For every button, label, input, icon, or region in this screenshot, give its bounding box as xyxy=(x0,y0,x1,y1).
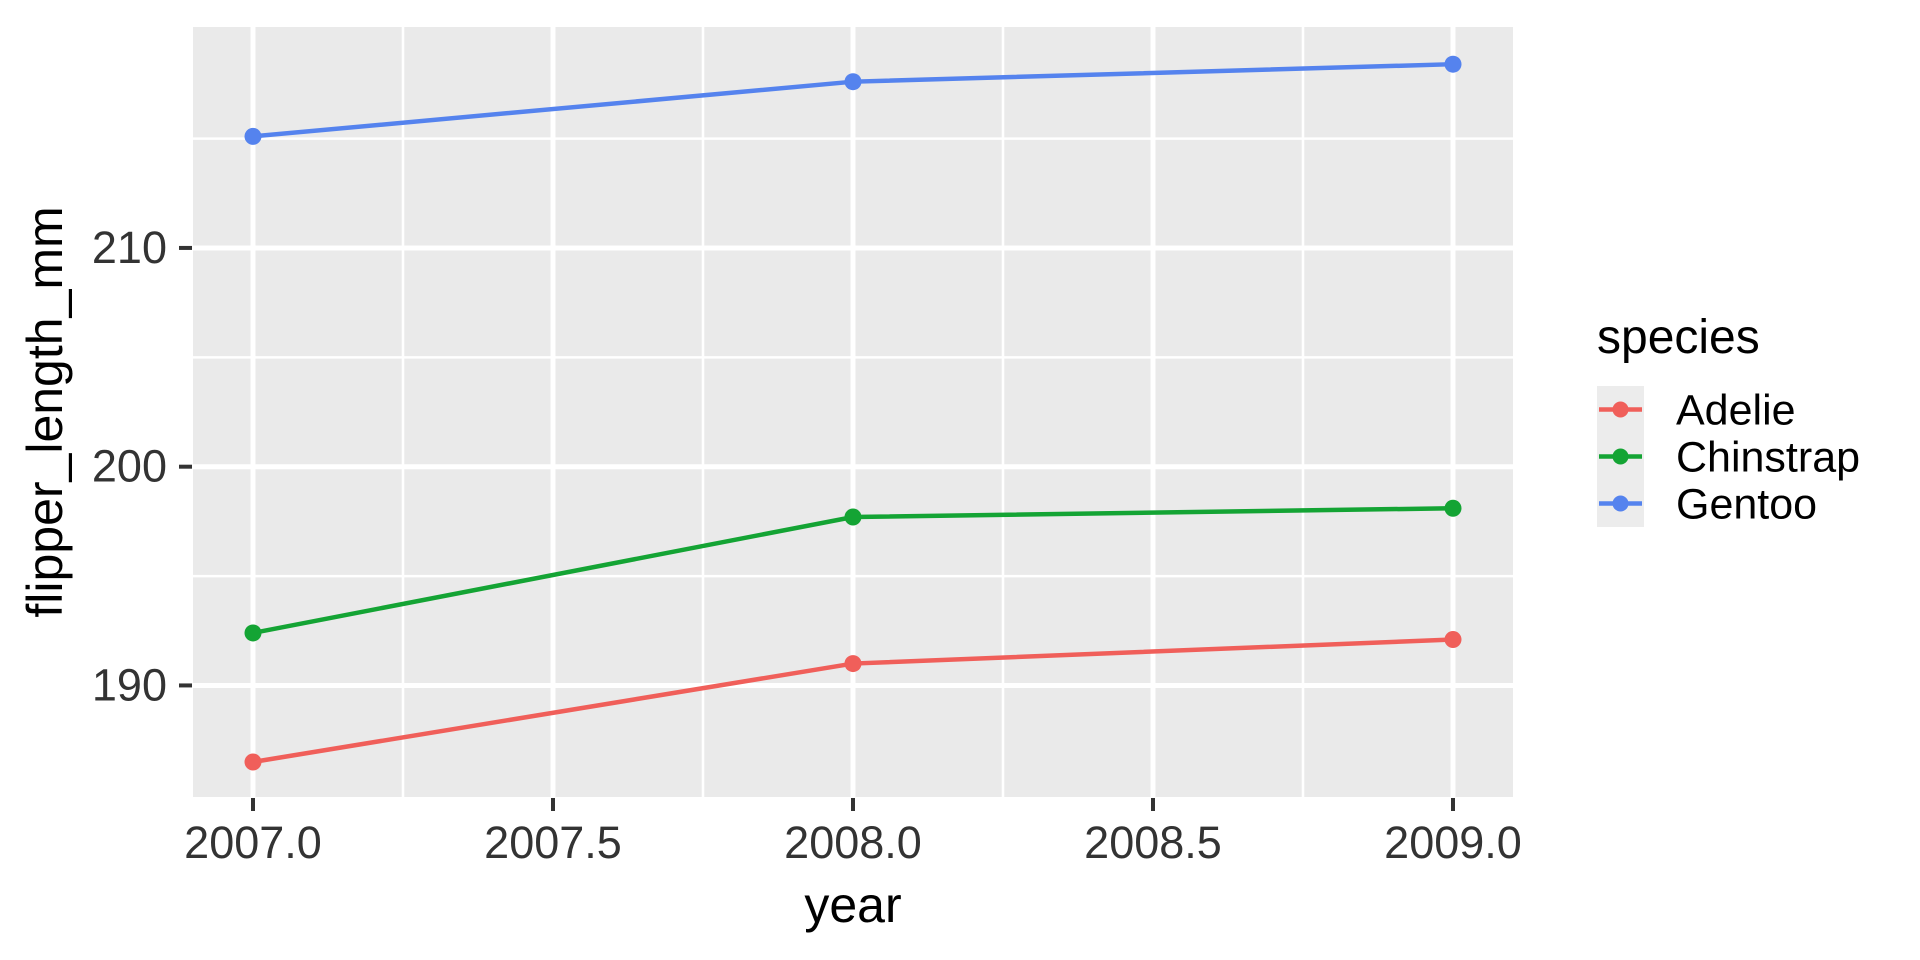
y-tick-label: 200 xyxy=(92,441,167,492)
data-point-adelie xyxy=(244,753,262,771)
legend-item-gentoo: Gentoo xyxy=(1597,480,1817,529)
data-point-adelie xyxy=(844,655,862,673)
legend-item-label: Chinstrap xyxy=(1676,434,1860,482)
x-tick-label: 2008.0 xyxy=(784,817,922,868)
legend-item-adelie: Adelie xyxy=(1597,386,1796,435)
y-tick-label: 210 xyxy=(92,222,167,273)
legend-key-point xyxy=(1612,401,1629,418)
x-tick-label: 2007.5 xyxy=(484,817,622,868)
data-point-chinstrap xyxy=(844,508,862,526)
legend-key-point xyxy=(1612,448,1629,465)
x-axis-tick-labels: 2007.0 2007.5 2008.0 2008.5 2009.0 xyxy=(184,817,1522,868)
data-point-gentoo xyxy=(844,73,862,91)
legend-item-label: Gentoo xyxy=(1676,481,1817,529)
x-tick-label: 2009.0 xyxy=(1384,817,1522,868)
legend-title: species xyxy=(1597,311,1760,364)
y-axis-title: flipper_length_mm xyxy=(17,206,73,617)
y-axis-tick-labels: 190 200 210 xyxy=(92,222,167,711)
data-point-chinstrap xyxy=(1444,499,1462,517)
x-axis-title: year xyxy=(804,877,901,933)
x-tick-label: 2008.5 xyxy=(1084,817,1222,868)
data-point-adelie xyxy=(1444,631,1462,648)
x-axis-ticks xyxy=(251,798,1455,811)
legend-item-chinstrap: Chinstrap xyxy=(1597,433,1860,482)
y-tick-label: 190 xyxy=(92,659,167,710)
data-point-gentoo xyxy=(244,127,262,145)
legend-item-label: Adelie xyxy=(1676,387,1796,435)
x-tick-label: 2007.0 xyxy=(184,817,322,868)
data-points xyxy=(244,55,1462,771)
data-point-chinstrap xyxy=(244,624,262,642)
legend-key-point xyxy=(1612,495,1629,512)
data-point-gentoo xyxy=(1444,55,1462,73)
y-axis-ticks xyxy=(179,245,192,688)
